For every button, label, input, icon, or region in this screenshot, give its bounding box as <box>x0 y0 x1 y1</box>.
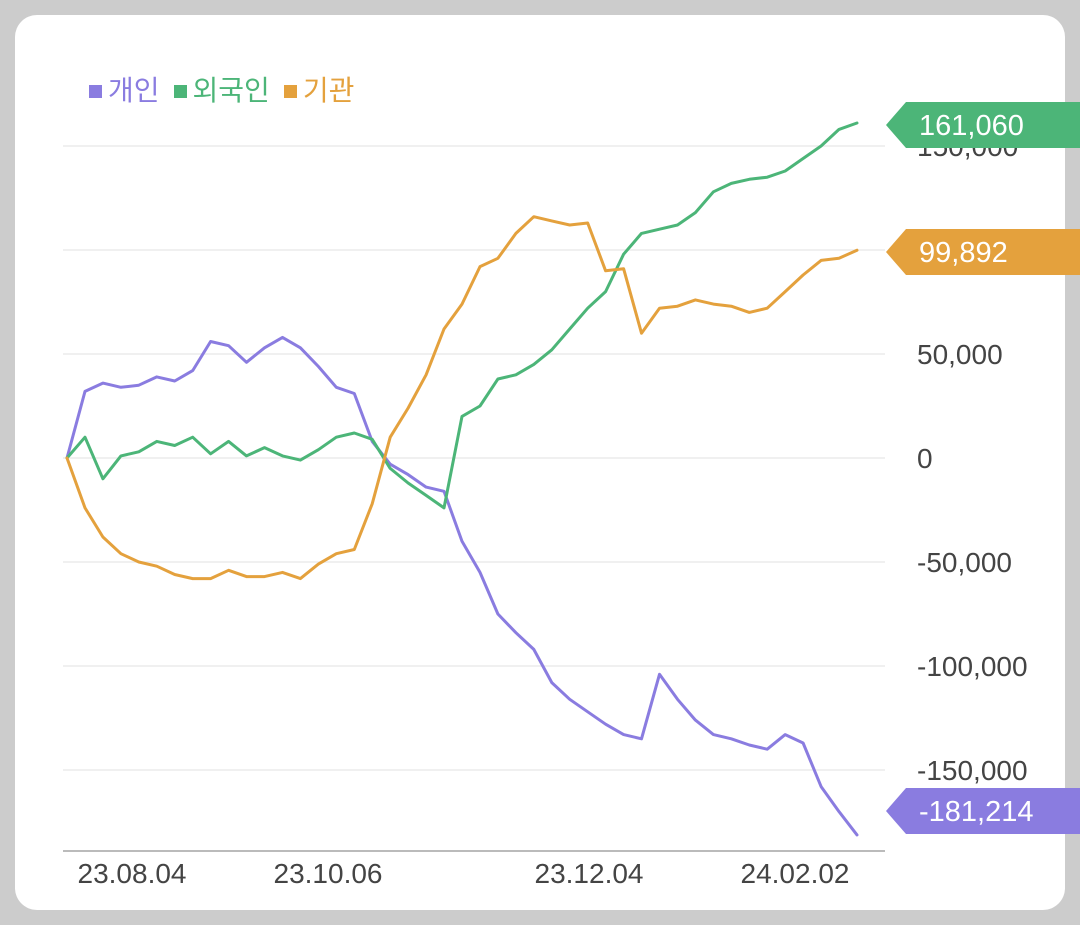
legend-swatch-individual <box>89 84 102 98</box>
x-tick-label: 23.10.06 <box>274 858 383 889</box>
legend-label-institution: 기관 <box>302 75 355 106</box>
series-line-foreigner <box>65 121 859 510</box>
end-value-label-individual: -181,214 <box>919 796 1034 828</box>
end-value-label-foreigner: 161,060 <box>919 110 1024 142</box>
legend-label-individual: 개인 <box>108 75 160 106</box>
legend-item-institution[interactable]: 기관 <box>283 73 355 109</box>
series-line-individual <box>65 335 859 837</box>
end-value-flag-individual <box>886 788 1080 834</box>
legend-swatch-institution <box>283 84 297 98</box>
series-line-institution <box>65 215 859 581</box>
chart-card: 개인 외국인 기관 <box>15 15 1065 910</box>
x-tick-label: 24.02.02 <box>741 858 850 889</box>
legend-item-foreigner[interactable]: 외국인 <box>173 73 270 109</box>
end-value-flag-institution <box>886 229 1080 275</box>
end-value-flag-foreigner <box>886 102 1080 148</box>
y-tick-label: 50,000 <box>917 339 1003 370</box>
y-tick-label: -50,000 <box>917 547 1012 578</box>
y-tick-label: -150,000 <box>917 755 1028 786</box>
x-tick-label: 23.08.04 <box>78 858 187 889</box>
y-tick-label: -100,000 <box>917 651 1028 682</box>
legend: 개인 외국인 기관 <box>89 73 354 109</box>
legend-label-foreigner: 외국인 <box>192 75 270 106</box>
x-tick-label: 23.12.04 <box>535 858 644 889</box>
legend-item-individual[interactable]: 개인 <box>89 73 160 109</box>
legend-swatch-foreigner <box>173 84 187 98</box>
end-value-label-institution: 99,892 <box>919 237 1008 269</box>
y-tick-label: 0 <box>917 443 933 474</box>
